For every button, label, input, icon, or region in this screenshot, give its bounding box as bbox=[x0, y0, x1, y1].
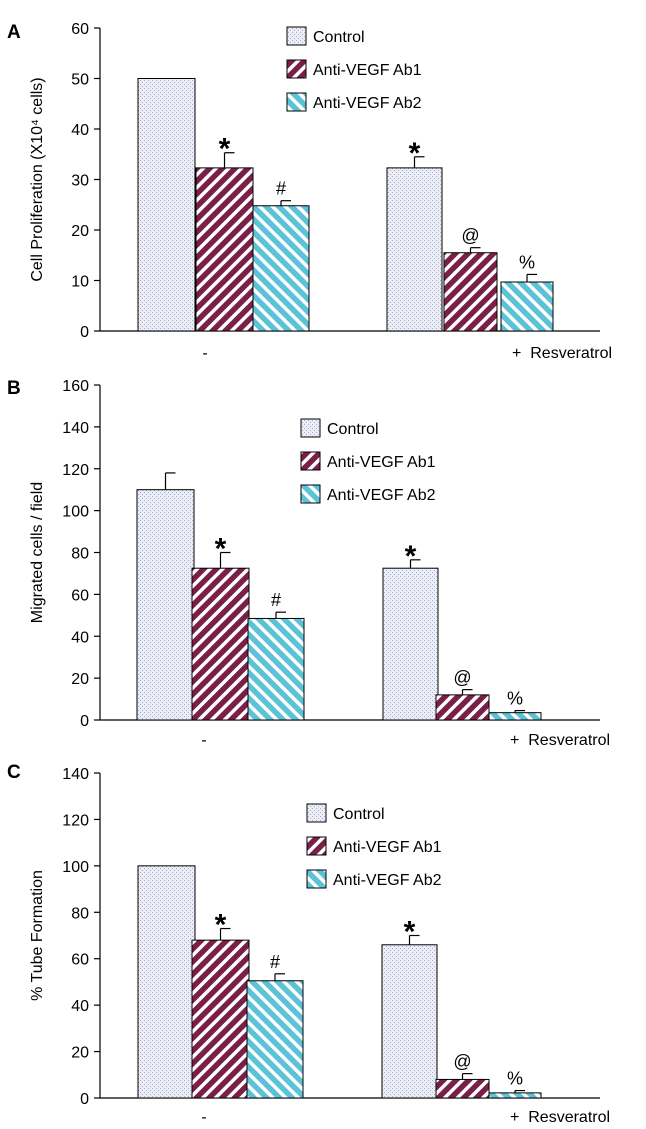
y-tick-label-a: 60 bbox=[71, 21, 89, 38]
y-tick-label-a: 30 bbox=[71, 173, 89, 190]
y-tick-label-b: 140 bbox=[62, 420, 89, 437]
panel-c: C 0 20 40 60 80 100 120 140 % Tube Formation * * @ #… bbox=[7, 762, 610, 1126]
legend-swatch-control-a bbox=[286, 26, 307, 46]
legend-label-control-a: Control bbox=[313, 29, 365, 46]
y-tick-label-c: 140 bbox=[62, 766, 89, 783]
significance-mark-b: # bbox=[271, 590, 281, 610]
legend-label-ab2-c: Anti-VEGF Ab2 bbox=[333, 872, 442, 889]
y-tick-label-b: 80 bbox=[71, 546, 89, 563]
y-tick-label-c: 100 bbox=[62, 859, 89, 876]
legend-swatch-ab1-c bbox=[306, 836, 327, 856]
y-tick-label-b: 120 bbox=[62, 462, 89, 479]
bar-a-control-plus bbox=[386, 167, 443, 332]
x-group-label-plus-a: + Resveratrol bbox=[512, 345, 612, 362]
x-group-label-minus-b: - bbox=[201, 732, 206, 749]
bar-b-ab2-plus bbox=[488, 712, 542, 721]
bar-b-ab1-plus bbox=[435, 694, 490, 721]
legend-label-ab1-c: Anti-VEGF Ab1 bbox=[333, 839, 442, 856]
x-group-label-minus-c: - bbox=[201, 1109, 206, 1126]
y-tick-label-a: 20 bbox=[71, 223, 89, 240]
significance-mark-b: % bbox=[507, 689, 523, 709]
y-tick-label-a: 40 bbox=[71, 122, 89, 139]
panel-letter-a: A bbox=[7, 22, 21, 43]
y-tick-label-b: 20 bbox=[71, 671, 89, 688]
significance-mark-a: % bbox=[519, 252, 535, 272]
legend-swatch-ab2-c bbox=[306, 869, 327, 889]
y-tick-label-a: 50 bbox=[71, 72, 89, 89]
panel-letter-b: B bbox=[7, 378, 21, 399]
significance-mark-b: @ bbox=[453, 668, 471, 688]
panel-a: A 0 10 20 30 40 50 60 Cell Proliferation (X10⁴ … bbox=[7, 21, 612, 362]
legend-swatch-ab2-a bbox=[286, 92, 307, 112]
significance-mark-a: @ bbox=[461, 226, 479, 246]
bar-c-control-minus bbox=[137, 865, 196, 1099]
y-axis-label-a: Cell Proliferation (X10⁴ cells) bbox=[29, 77, 46, 281]
significance-mark-c: * bbox=[215, 909, 227, 942]
y-tick-label-c: 20 bbox=[71, 1045, 89, 1062]
bar-a-ab2-plus bbox=[500, 281, 554, 332]
bar-a-ab1-minus bbox=[195, 167, 254, 332]
bar-a-ab1-plus bbox=[443, 252, 498, 332]
legend-swatch-ab1-a bbox=[286, 59, 307, 79]
panel-b: B 0 20 40 60 80 100 120 140 160 Migrated cells / … bbox=[7, 378, 610, 749]
significance-mark-a: # bbox=[276, 179, 286, 199]
bar-a-control-minus bbox=[137, 78, 196, 332]
y-tick-label-b: 40 bbox=[71, 629, 89, 646]
significance-mark-a: * bbox=[219, 133, 231, 166]
significance-mark-a: * bbox=[409, 137, 421, 170]
y-tick-label-b: 60 bbox=[71, 587, 89, 604]
y-tick-label-a: 0 bbox=[80, 324, 89, 341]
bar-b-ab1-minus bbox=[191, 567, 250, 721]
y-tick-label-c: 60 bbox=[71, 952, 89, 969]
significance-mark-b: * bbox=[215, 533, 227, 566]
panel-letter-c: C bbox=[7, 762, 21, 783]
legend-swatch-ab2-b bbox=[300, 484, 321, 504]
legend-label-ab1-b: Anti-VEGF Ab1 bbox=[327, 454, 436, 471]
legend-label-ab2-b: Anti-VEGF Ab2 bbox=[327, 487, 436, 504]
legend-label-control-c: Control bbox=[333, 806, 385, 823]
bar-b-control-minus bbox=[136, 489, 195, 721]
bar-c-ab2-plus bbox=[488, 1092, 542, 1099]
bar-c-ab1-minus bbox=[191, 939, 250, 1099]
bar-c-ab1-plus bbox=[435, 1078, 490, 1099]
x-group-label-plus-c: + Resveratrol bbox=[510, 1109, 610, 1126]
legend-label-control-b: Control bbox=[327, 421, 379, 438]
y-tick-label-b: 0 bbox=[80, 713, 89, 730]
significance-mark-c: @ bbox=[453, 1052, 471, 1072]
y-tick-label-a: 10 bbox=[71, 274, 89, 291]
x-group-label-minus-a: - bbox=[202, 345, 207, 362]
y-axis-label-b: Migrated cells / field bbox=[29, 482, 46, 623]
significance-mark-c: * bbox=[404, 916, 416, 949]
y-axis-label-c: % Tube Formation bbox=[29, 870, 46, 1001]
bar-c-control-plus bbox=[381, 944, 438, 1099]
bar-c-ab2-minus bbox=[246, 980, 304, 1099]
legend-label-ab2-a: Anti-VEGF Ab2 bbox=[313, 95, 422, 112]
legend-swatch-ab1-b bbox=[300, 451, 321, 471]
significance-mark-b: * bbox=[405, 540, 417, 573]
legend-label-ab1-a: Anti-VEGF Ab1 bbox=[313, 62, 422, 79]
significance-mark-c: % bbox=[507, 1069, 523, 1089]
y-tick-label-c: 120 bbox=[62, 812, 89, 829]
bar-b-control-plus bbox=[382, 567, 439, 721]
y-tick-label-c: 0 bbox=[80, 1091, 89, 1108]
significance-mark-c: # bbox=[270, 952, 280, 972]
legend-swatch-control-c bbox=[306, 803, 327, 823]
legend-swatch-control-b bbox=[300, 418, 321, 438]
x-group-label-plus-b: + Resveratrol bbox=[510, 732, 610, 749]
y-tick-label-b: 100 bbox=[62, 504, 89, 521]
bar-a-ab2-minus bbox=[252, 205, 310, 332]
bar-b-ab2-minus bbox=[247, 617, 305, 721]
y-tick-label-c: 80 bbox=[71, 905, 89, 922]
y-tick-label-c: 40 bbox=[71, 998, 89, 1015]
y-tick-label-b: 160 bbox=[62, 378, 89, 395]
